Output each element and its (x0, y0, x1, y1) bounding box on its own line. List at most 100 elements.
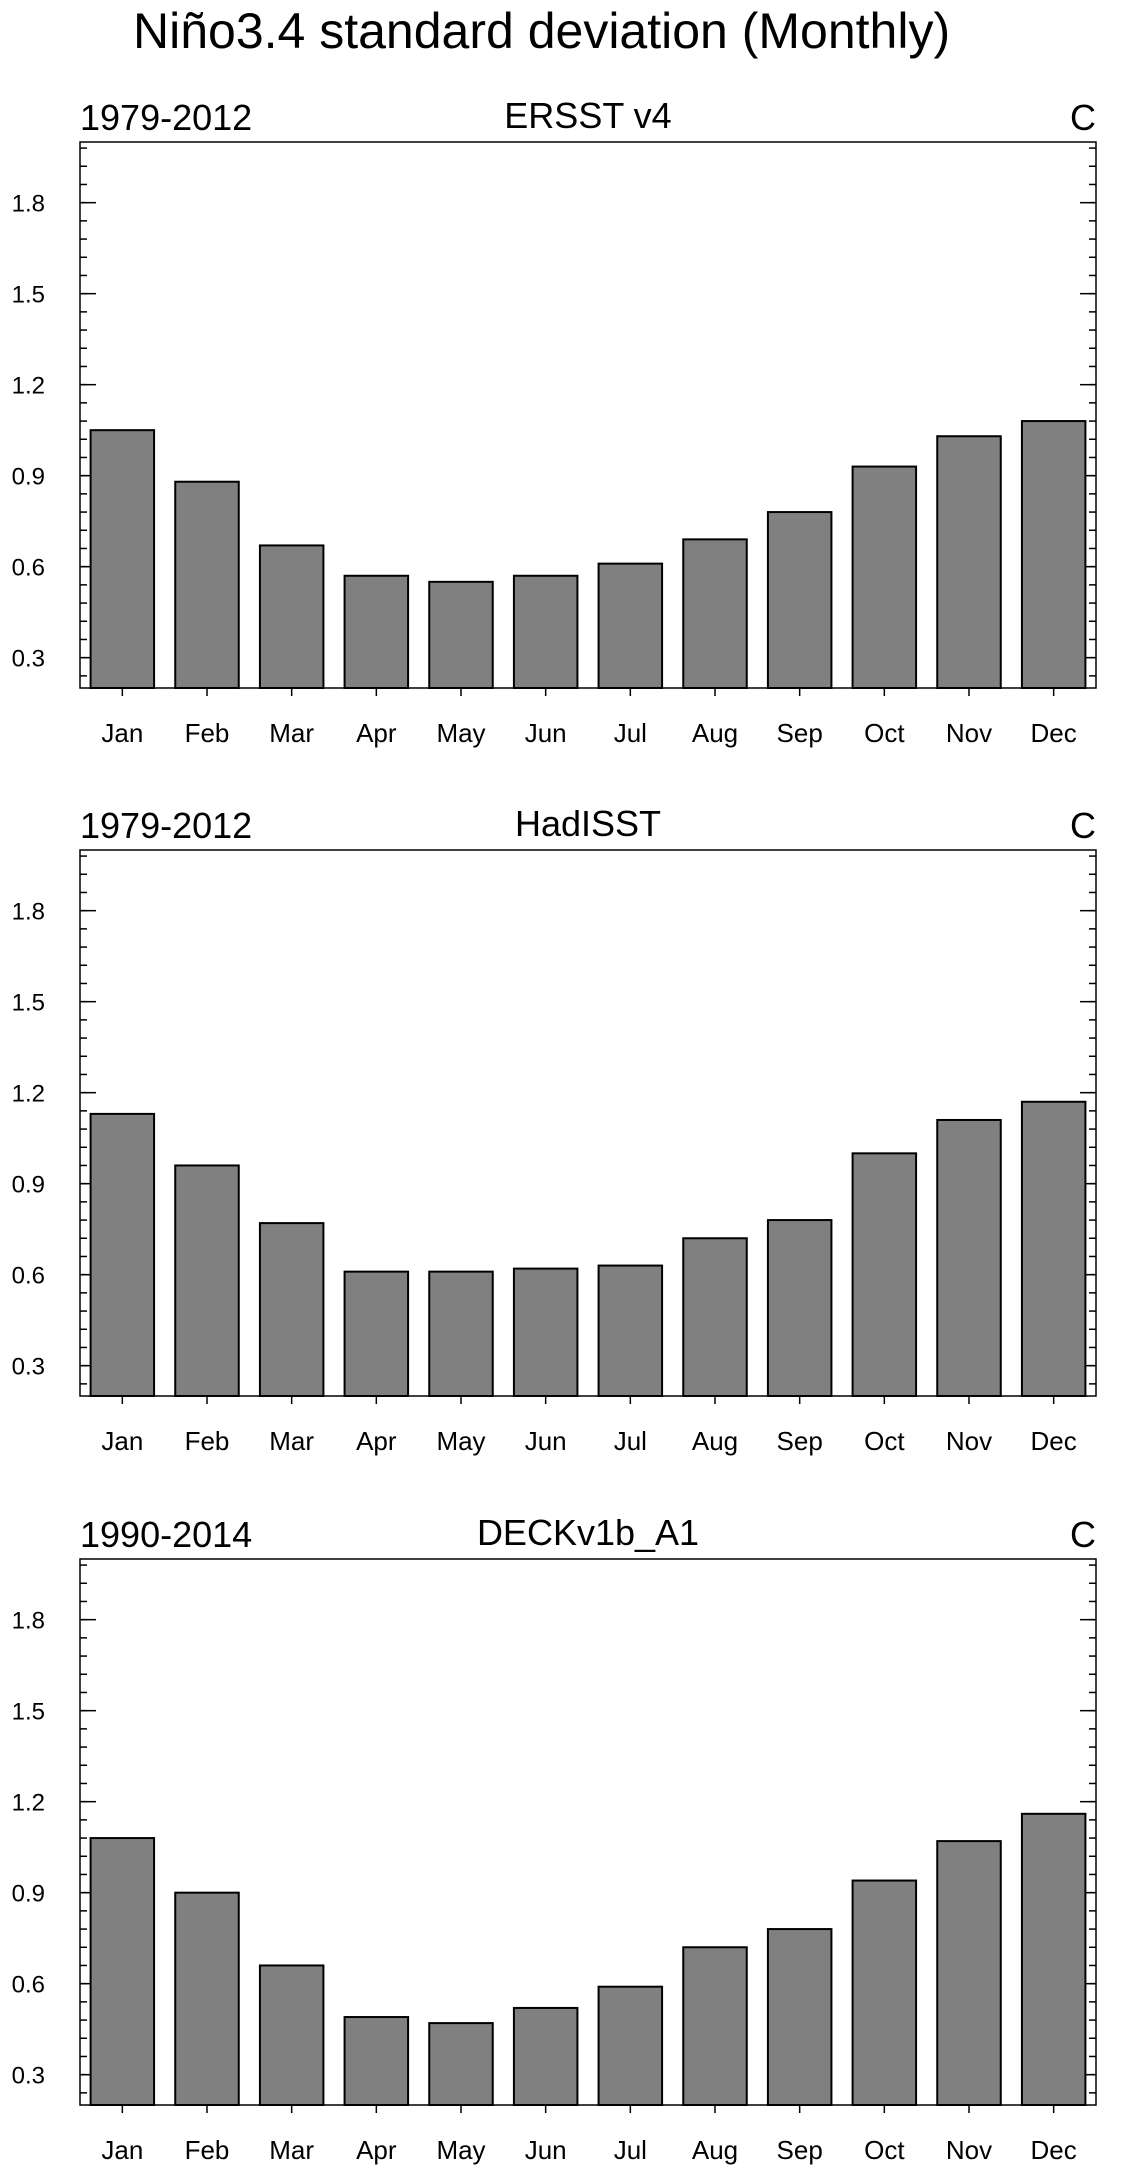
x-tick-label: Aug (692, 1426, 738, 1456)
panel-period-label: 1990-2014 (80, 1514, 252, 1555)
panel-dataset-title: ERSST v4 (504, 95, 671, 136)
bar-jun (512, 574, 579, 689)
x-tick-label: Sep (777, 2135, 823, 2165)
bar-dec (1020, 1812, 1087, 2107)
panel-period-label: 1979-2012 (80, 97, 252, 138)
x-tick-label: May (436, 718, 485, 748)
x-tick-label: May (436, 2135, 485, 2165)
bar-oct (851, 1152, 918, 1398)
y-tick-label: 1.8 (12, 899, 45, 926)
bar-may (428, 2022, 494, 2106)
bar-jan (89, 1112, 156, 1398)
x-tick-label: Jan (101, 2135, 143, 2165)
x-tick-label: Aug (692, 2135, 738, 2165)
x-tick-label: Nov (946, 2135, 992, 2165)
y-tick-label: 0.6 (12, 1972, 45, 1999)
plot-frame (79, 1558, 1097, 2106)
y-tick-label: 0.9 (12, 464, 45, 491)
x-tick-label: Jan (101, 1426, 143, 1456)
x-tick-label: Sep (777, 1426, 823, 1456)
x-tick-label: Mar (269, 718, 314, 748)
bar-jun (512, 2006, 579, 2107)
bar-sep (766, 511, 833, 689)
bar-dec (1020, 420, 1087, 689)
y-tick-label: 1.2 (12, 1081, 45, 1108)
x-tick-label: Apr (356, 718, 397, 748)
x-tick-label: Dec (1031, 1426, 1077, 1456)
bar-nov (936, 1118, 1002, 1397)
bar-may (428, 580, 494, 689)
bar-mar (258, 1964, 325, 2107)
x-tick-label: Sep (777, 718, 823, 748)
y-tick-label: 1.8 (12, 1608, 45, 1635)
y-tick-label: 0.3 (12, 1354, 45, 1381)
plot-frame (79, 141, 1097, 689)
x-tick-label: Jun (525, 2135, 567, 2165)
bar-apr (343, 574, 410, 689)
x-tick-label: Oct (864, 718, 905, 748)
bar-jul (597, 562, 664, 690)
x-tick-label: Jul (614, 718, 647, 748)
bar-jan (89, 1837, 156, 2106)
bar-aug (682, 1237, 748, 1398)
bar-jun (512, 1267, 579, 1397)
bar-dec (1020, 1100, 1087, 1398)
y-tick-label: 0.9 (12, 1172, 45, 1199)
x-tick-label: Oct (864, 1426, 905, 1456)
y-tick-label: 1.5 (12, 282, 45, 309)
bar-aug (682, 1946, 748, 2107)
panel-units-label: C (1070, 1514, 1096, 1555)
x-tick-label: Nov (946, 718, 992, 748)
x-tick-label: Oct (864, 2135, 905, 2165)
bar-mar (258, 544, 325, 690)
y-tick-label: 0.9 (12, 1881, 45, 1908)
x-tick-label: Dec (1031, 718, 1077, 748)
bar-mar (258, 1222, 325, 1397)
bar-may (428, 1270, 494, 1397)
y-tick-label: 1.8 (12, 191, 45, 218)
bar-oct (851, 1879, 918, 2106)
panel-period-label: 1979-2012 (80, 805, 252, 846)
bar-jul (597, 1985, 664, 2106)
bar-nov (936, 1840, 1002, 2106)
x-tick-label: Feb (185, 1426, 230, 1456)
figure-title: Niño3.4 standard deviation (Monthly) (133, 3, 951, 59)
y-tick-label: 0.6 (12, 1263, 45, 1290)
bar-sep (766, 1928, 833, 2106)
x-tick-label: Dec (1031, 2135, 1077, 2165)
bar-nov (936, 435, 1002, 689)
y-tick-label: 1.5 (12, 990, 45, 1017)
y-tick-label: 0.3 (12, 646, 45, 673)
plot-frame (79, 849, 1097, 1397)
bar-aug (682, 538, 748, 689)
bar-feb (174, 480, 240, 689)
bar-sep (766, 1219, 833, 1397)
bar-feb (174, 1164, 240, 1398)
panel-units-label: C (1070, 805, 1096, 846)
x-tick-label: Feb (185, 2135, 230, 2165)
panel-dataset-title: HadISST (515, 803, 661, 844)
x-tick-label: Apr (356, 2135, 397, 2165)
bar-jul (597, 1264, 664, 1397)
y-tick-label: 1.2 (12, 373, 45, 400)
x-tick-label: May (436, 1426, 485, 1456)
panel-units-label: C (1070, 97, 1096, 138)
y-tick-label: 1.2 (12, 1790, 45, 1817)
x-tick-label: Jan (101, 718, 143, 748)
x-tick-label: Mar (269, 2135, 314, 2165)
y-tick-label: 0.6 (12, 555, 45, 582)
bar-feb (174, 1891, 240, 2106)
x-tick-label: Aug (692, 718, 738, 748)
bar-apr (343, 2016, 410, 2106)
x-tick-label: Apr (356, 1426, 397, 1456)
bar-jan (89, 429, 156, 689)
x-tick-label: Jun (525, 1426, 567, 1456)
y-tick-label: 0.3 (12, 2063, 45, 2090)
x-tick-label: Jul (614, 2135, 647, 2165)
panel-dataset-title: DECKv1b_A1 (477, 1512, 699, 1553)
bar-apr (343, 1270, 410, 1397)
bar-oct (851, 465, 918, 690)
x-tick-label: Jul (614, 1426, 647, 1456)
x-tick-label: Jun (525, 718, 567, 748)
